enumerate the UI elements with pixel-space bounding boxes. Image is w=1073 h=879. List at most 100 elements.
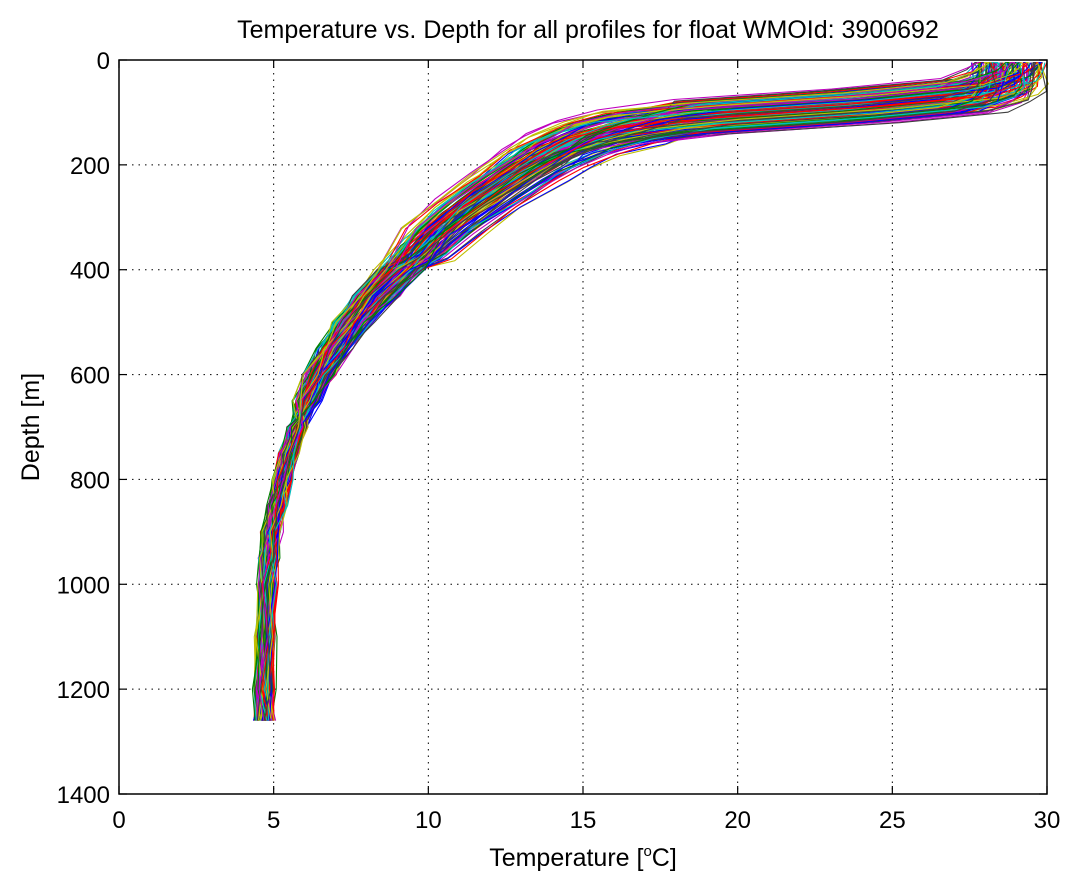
profile-line: [253, 62, 1022, 721]
profile-line: [256, 62, 998, 721]
profile-line: [264, 62, 1016, 721]
profile-line: [256, 62, 1030, 721]
profile-line: [253, 62, 999, 721]
profile-line: [255, 62, 1040, 721]
profile-line: [254, 62, 988, 721]
profile-line: [255, 62, 978, 721]
x-tick-label: 25: [879, 807, 906, 834]
profile-line: [264, 62, 1023, 721]
profile-line: [259, 62, 1037, 721]
profile-line: [265, 62, 992, 719]
profile-line: [268, 62, 984, 721]
x-axis-label-prefix: Temperature [: [489, 844, 643, 872]
profile-line: [261, 62, 1019, 720]
profile-line: [265, 62, 983, 721]
profile-line: [261, 62, 1028, 721]
profile-line: [270, 62, 996, 721]
profile-line: [264, 62, 1026, 721]
profile-line: [255, 62, 998, 719]
profile-line: [264, 62, 1018, 721]
y-tick-label: 1200: [57, 677, 110, 704]
profile-line: [263, 62, 1029, 721]
profile-line: [260, 62, 987, 721]
profile-line: [258, 62, 1026, 721]
profile-line: [257, 62, 1009, 721]
profile-line: [258, 62, 1048, 721]
profile-line: [253, 62, 1049, 721]
profile-line: [262, 62, 1013, 721]
profile-line: [264, 62, 1015, 721]
y-tick-label: 200: [70, 153, 110, 180]
profile-line: [255, 62, 1001, 721]
profile-line: [266, 62, 1012, 721]
profile-line: [256, 62, 991, 721]
x-axis-label-superscript: o: [643, 843, 651, 860]
profile-line: [262, 62, 1029, 721]
profile-line: [255, 62, 984, 721]
profile-line: [264, 62, 1008, 721]
profile-line: [270, 62, 983, 721]
profile-line: [256, 62, 1029, 721]
profile-line: [258, 62, 1010, 721]
profile-line: [254, 62, 1003, 721]
profile-line: [262, 62, 996, 721]
profile-line: [253, 62, 982, 721]
profile-line: [266, 62, 1026, 721]
profile-line: [262, 62, 983, 721]
profile-line: [256, 62, 988, 721]
profile-line: [257, 62, 1019, 721]
x-tick-label: 10: [415, 807, 442, 834]
profile-line: [255, 62, 981, 721]
profile-line: [252, 62, 1020, 721]
profile-line: [260, 62, 1038, 721]
profile-line: [258, 62, 1021, 721]
profile-line: [256, 62, 1004, 721]
profile-line: [257, 62, 1020, 721]
profile-line: [267, 62, 1017, 721]
profile-line: [256, 62, 1034, 721]
profile-line: [260, 62, 1013, 721]
profile-line: [262, 62, 1017, 721]
profile-line: [259, 62, 1043, 721]
profile-line: [262, 62, 1035, 721]
profile-line: [263, 62, 1039, 721]
profile-line: [258, 62, 994, 720]
profile-line: [261, 62, 1040, 721]
profile-line: [253, 62, 1017, 721]
y-tick-label: 0: [97, 48, 110, 75]
profile-line: [260, 62, 980, 721]
profile-line: [257, 62, 981, 721]
profile-line: [259, 62, 996, 720]
x-tick-label: 5: [267, 807, 280, 834]
profile-line: [258, 62, 999, 721]
profile-line: [261, 62, 1025, 721]
profile-line: [256, 62, 1043, 721]
profile-line: [259, 62, 1015, 721]
x-tick-label: 20: [724, 807, 751, 834]
profile-line: [258, 62, 982, 721]
axis-ticks: 0 5 10 15 20 25 30 0 200 400 600 800 1000 1200 1400: [57, 48, 1061, 834]
profile-line: [264, 62, 977, 721]
profile-line: [257, 62, 1001, 721]
profile-line: [257, 62, 982, 721]
profile-line: [262, 62, 980, 721]
profile-line: [253, 62, 1038, 719]
profile-line: [268, 62, 1020, 721]
x-tick-label: 30: [1034, 807, 1061, 834]
profile-line: [258, 62, 1015, 721]
profile-line: [257, 62, 1010, 721]
x-tick-label: 15: [570, 807, 597, 834]
profile-line: [265, 62, 1006, 719]
profile-line: [257, 62, 1004, 721]
y-tick-label: 400: [70, 258, 110, 285]
profile-line: [257, 62, 1017, 721]
profile-line: [257, 62, 1022, 720]
profile-line: [265, 62, 995, 721]
profile-line: [256, 62, 1010, 721]
profile-line: [258, 62, 993, 721]
y-axis-label: Depth [m]: [17, 373, 45, 481]
profile-line: [267, 62, 1026, 721]
profile-line: [260, 62, 997, 721]
profile-line: [254, 62, 995, 721]
